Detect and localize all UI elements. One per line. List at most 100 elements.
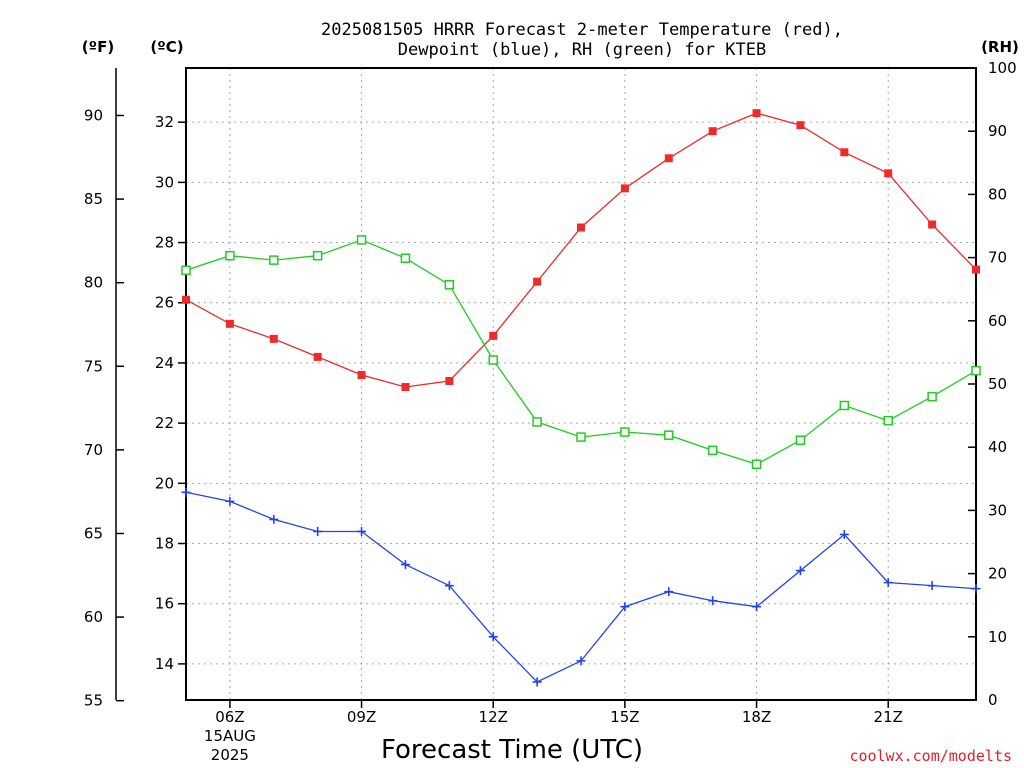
chart-title-line2: Dewpoint (blue), RH (green) for KTEB xyxy=(398,40,766,60)
celsius-tick-label: 26 xyxy=(155,294,174,312)
rh-tick-label: 10 xyxy=(988,628,1007,646)
temperature-point xyxy=(489,331,498,340)
rh-point xyxy=(707,445,718,456)
dewpoint-point xyxy=(839,529,849,539)
grid-lines xyxy=(186,68,976,700)
celsius-tick-label: 20 xyxy=(155,474,174,492)
dewpoint-point xyxy=(795,566,805,576)
time-tick-label: 06Z xyxy=(215,708,244,726)
dewpoint-point xyxy=(664,587,674,597)
rh-point xyxy=(488,355,498,365)
temperature-point xyxy=(225,319,234,328)
temperature-point xyxy=(664,154,673,163)
dewpoint-point xyxy=(400,560,410,570)
time-year-label: 2025 xyxy=(211,746,249,764)
dewpoint-point xyxy=(225,496,235,506)
dewpoint-point xyxy=(313,526,323,536)
time-tick-label: 12Z xyxy=(479,708,508,726)
time-tick-label: 09Z xyxy=(347,708,376,726)
celsius-tick-label: 30 xyxy=(155,173,174,191)
temperature-point xyxy=(269,334,278,343)
temperature-line xyxy=(185,112,977,388)
celsius-axis: 14 16 18 20 22 24 26 28 30 32 xyxy=(155,113,186,673)
rh-point xyxy=(620,427,630,437)
x-axis-label: Forecast Time (UTC) xyxy=(381,735,643,765)
chart-title-line1: 2025081505 HRRR Forecast 2-meter Tempera… xyxy=(321,20,843,40)
temperature-point xyxy=(313,352,322,361)
rh-point xyxy=(532,417,542,427)
rh-point xyxy=(576,432,586,442)
fahrenheit-unit-label: (ºF) xyxy=(82,38,114,56)
rh-point xyxy=(181,265,191,275)
rh-point xyxy=(269,255,279,265)
celsius-tick-label: 14 xyxy=(155,655,174,673)
time-tick-label: 15Z xyxy=(610,708,639,726)
rh-point xyxy=(795,435,806,445)
temperature-point xyxy=(884,169,893,178)
time-date-label: 15AUG xyxy=(204,727,256,745)
credit-text: coolwx.com/modelts xyxy=(849,747,1012,765)
rh-tick-label: 60 xyxy=(988,312,1007,330)
rh-tick-label: 100 xyxy=(988,59,1017,77)
dewpoint-point xyxy=(181,487,191,497)
fahrenheit-tick-label: 90 xyxy=(84,106,103,124)
rh-point xyxy=(751,459,762,470)
rh-point xyxy=(971,365,981,376)
fahrenheit-tick-label: 65 xyxy=(84,524,103,542)
celsius-tick-label: 18 xyxy=(155,535,174,553)
celsius-tick-label: 24 xyxy=(155,354,174,372)
celsius-unit-label: (ºC) xyxy=(150,38,183,56)
rh-unit-label: (RH) xyxy=(981,38,1019,56)
temperature-point xyxy=(840,148,849,157)
rh-point xyxy=(444,280,455,290)
rh-point xyxy=(883,415,893,426)
temperature-point xyxy=(357,370,366,379)
data-series xyxy=(181,109,981,687)
dewpoint-line xyxy=(185,491,977,683)
time-tick-label: 18Z xyxy=(742,708,771,726)
time-tick-label: 21Z xyxy=(874,708,903,726)
rh-tick-label: 20 xyxy=(988,565,1007,583)
fahrenheit-tick-label: 70 xyxy=(84,441,103,459)
dewpoint-point xyxy=(883,578,893,588)
fahrenheit-tick-label: 80 xyxy=(84,274,103,292)
rh-tick-label: 30 xyxy=(988,501,1007,519)
rh-point xyxy=(312,250,323,261)
rh-point xyxy=(225,250,235,261)
fahrenheit-tick-label: 60 xyxy=(84,608,103,626)
celsius-tick-label: 32 xyxy=(155,113,174,131)
dewpoint-point xyxy=(532,677,542,687)
rh-point xyxy=(927,391,937,402)
dewpoint-point xyxy=(752,602,762,612)
fahrenheit-tick-label: 85 xyxy=(84,190,103,208)
celsius-tick-label: 22 xyxy=(155,414,174,432)
rh-point xyxy=(839,400,850,411)
fahrenheit-axis: 55 60 65 70 75 80 85 90 xyxy=(84,106,124,710)
rh-tick-label: 50 xyxy=(988,375,1007,393)
rh-tick-label: 90 xyxy=(988,122,1007,140)
celsius-tick-label: 28 xyxy=(155,234,174,252)
temperature-point xyxy=(708,127,717,136)
dewpoint-point xyxy=(357,526,367,536)
temperature-point xyxy=(620,184,629,193)
temperature-point xyxy=(928,220,937,229)
temperature-point xyxy=(577,223,585,232)
rh-tick-label: 70 xyxy=(988,249,1007,267)
dewpoint-point xyxy=(620,602,630,612)
temperature-point xyxy=(752,109,761,118)
dewpoint-point xyxy=(444,581,454,591)
rh-tick-label: 80 xyxy=(988,185,1007,203)
temperature-point xyxy=(533,277,542,286)
temperature-point xyxy=(972,265,980,274)
plot-frame xyxy=(185,67,977,701)
fahrenheit-tick-label: 55 xyxy=(84,692,103,710)
rh-tick-label: 0 xyxy=(988,691,998,709)
dewpoint-point xyxy=(269,514,279,524)
dewpoint-point xyxy=(488,632,498,642)
temperature-point xyxy=(445,376,454,385)
temperature-point xyxy=(182,295,190,304)
rh-point xyxy=(664,430,674,440)
dewpoint-point xyxy=(708,596,718,606)
